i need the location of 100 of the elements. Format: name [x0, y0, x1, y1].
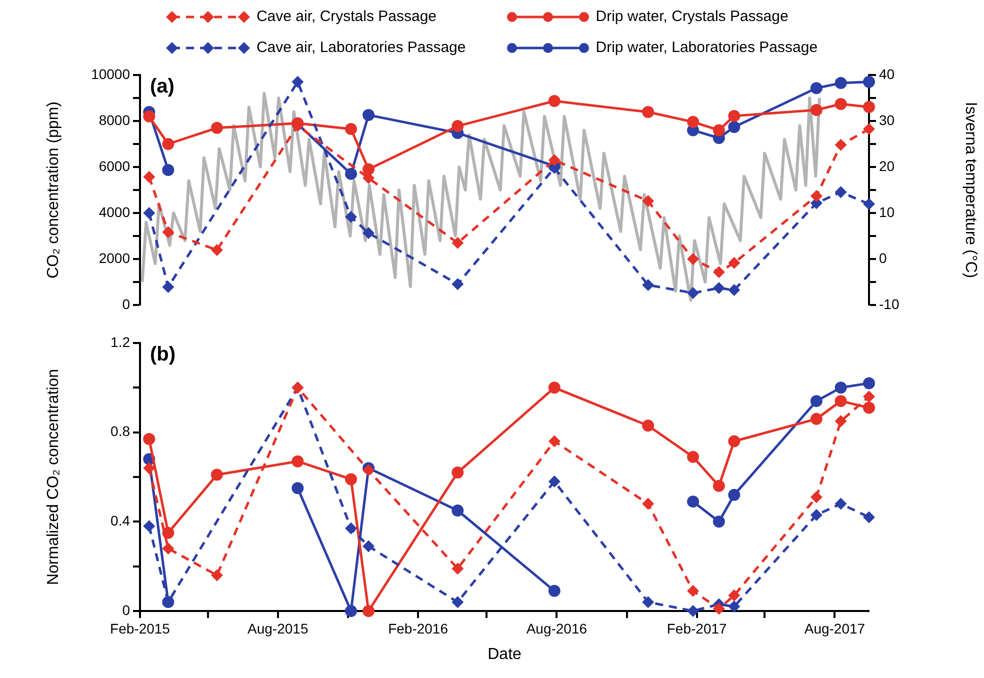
y-tick-label: 6000: [98, 158, 130, 174]
point: [292, 482, 304, 494]
point: [810, 395, 822, 408]
y2-tick-label: 0: [879, 250, 887, 266]
point: [687, 287, 700, 300]
point: [345, 123, 358, 136]
point: [452, 596, 464, 608]
point: [162, 226, 174, 238]
point: [452, 120, 464, 132]
point: [548, 584, 560, 597]
point: [863, 402, 875, 414]
point: [810, 508, 822, 521]
point: [143, 433, 156, 446]
point: [728, 589, 740, 602]
legend-label: Cave air, Laboratories Passage: [256, 39, 466, 56]
point: [362, 227, 375, 240]
point: [863, 377, 875, 390]
point: [452, 236, 464, 249]
point: [834, 498, 847, 510]
point: [834, 77, 847, 90]
point: [687, 496, 700, 508]
y-tick-label: 0: [122, 602, 130, 618]
y-tick-label: 8000: [98, 112, 130, 128]
point: [548, 94, 560, 107]
point: [834, 138, 847, 151]
point: [345, 605, 358, 617]
y2-tick-label: 10: [879, 204, 895, 220]
point: [728, 256, 740, 269]
point: [712, 282, 725, 294]
x-tick-label: Feb-2016: [388, 620, 448, 636]
point: [362, 109, 375, 122]
y-tick-label: 0.4: [110, 512, 130, 529]
legend-label: Drip water, Laboratories Passage: [596, 39, 818, 56]
point: [863, 100, 875, 113]
point: [548, 154, 560, 166]
y-tick-label: 1.2: [110, 334, 130, 350]
point: [863, 123, 875, 136]
y-axis-title: CO₂ concentration (ppm): [45, 102, 62, 278]
point: [292, 76, 304, 88]
y2-tick-label: 40: [879, 66, 895, 82]
point: [143, 110, 156, 122]
point: [834, 98, 847, 110]
annotation: (a): [150, 76, 174, 98]
point: [863, 76, 875, 88]
point: [452, 504, 464, 516]
x-tick-label: Aug-2016: [526, 620, 588, 636]
point: [210, 122, 223, 134]
point: [210, 468, 223, 481]
point: [642, 420, 654, 432]
point: [834, 382, 847, 394]
point: [728, 488, 740, 501]
y2-tick-label: 30: [879, 112, 895, 128]
point: [728, 120, 740, 133]
point: [642, 596, 654, 608]
point: [687, 584, 700, 597]
point: [345, 210, 358, 223]
y-axis-title: Normalized CO₂ concentration: [45, 368, 62, 586]
point: [728, 435, 740, 448]
point: [362, 540, 375, 552]
point: [642, 498, 654, 510]
point: [143, 170, 156, 183]
point: [687, 450, 700, 463]
point: [687, 253, 700, 265]
point: [292, 455, 304, 468]
y-tick-label: 0: [122, 296, 130, 312]
y-tick-label: 2000: [98, 250, 130, 266]
point: [143, 520, 156, 532]
x-tick-label: Aug-2017: [804, 620, 866, 636]
point: [712, 516, 725, 528]
point: [143, 462, 156, 474]
point: [162, 164, 174, 176]
point: [210, 569, 223, 582]
point: [728, 284, 740, 296]
point: [162, 526, 174, 539]
point: [642, 278, 654, 291]
point: [143, 207, 156, 219]
x-tick-label: Aug-2015: [248, 620, 308, 636]
point: [362, 605, 375, 617]
point: [810, 82, 822, 94]
point: [834, 395, 847, 408]
y-tick-label: 0.8: [110, 423, 130, 440]
point: [162, 542, 174, 554]
point: [548, 475, 560, 488]
point: [452, 278, 464, 290]
y2-tick-label: 20: [879, 158, 895, 174]
point: [810, 190, 822, 202]
point: [687, 116, 700, 128]
point: [728, 600, 740, 613]
point: [548, 435, 560, 448]
point: [452, 562, 464, 575]
x-tick-label: Feb-2015: [110, 620, 170, 636]
point: [712, 124, 725, 136]
point: [810, 104, 822, 116]
point: [362, 163, 375, 176]
point: [210, 244, 223, 256]
x-tick-label: Feb-2017: [666, 620, 728, 636]
point: [810, 412, 822, 425]
point: [810, 491, 822, 504]
point: [162, 138, 174, 150]
point: [345, 168, 358, 180]
